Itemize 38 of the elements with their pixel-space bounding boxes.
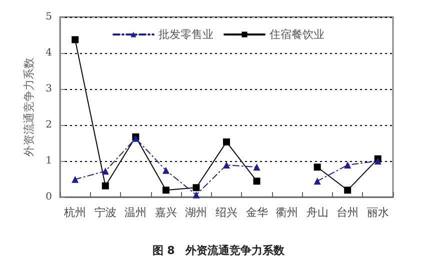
y-tick-label: 5 (46, 12, 52, 22)
point (223, 161, 230, 168)
x-tick-label: 湖州 (185, 206, 208, 219)
point (102, 168, 109, 175)
point (314, 164, 321, 171)
x-tick-label: 绍兴 (216, 206, 238, 219)
point (344, 186, 352, 194)
point (162, 166, 170, 174)
legend-label: 住宿餐饮业 (270, 28, 324, 41)
point (253, 178, 260, 185)
x-tick-label: 杭州 (63, 206, 86, 219)
point (344, 161, 352, 168)
y-tick-label: 0 (46, 192, 52, 202)
point (102, 182, 109, 190)
y-axis-title: 外资流通竞争力系数 (22, 58, 36, 156)
x-tick-label: 嘉兴 (154, 206, 177, 219)
point (253, 164, 260, 171)
point (162, 186, 170, 194)
point (72, 36, 79, 44)
y-tick-label: 3 (46, 84, 52, 94)
text: 图 8 外资流通竞争力系数 (152, 244, 286, 257)
point (374, 158, 382, 164)
x-tick-label: 衢州 (276, 206, 298, 219)
x-tick-label: 金华 (246, 206, 268, 219)
point (223, 138, 230, 146)
point (192, 184, 200, 192)
x-tick-label: 宁波 (94, 206, 116, 219)
y-tick-label: 2 (46, 120, 52, 130)
point (314, 178, 321, 185)
y-tick-label: 4 (46, 48, 52, 58)
x-tick-label: 丽水 (366, 206, 389, 219)
y-tick-label: 1 (46, 156, 52, 166)
point (192, 191, 200, 198)
x-tick-label: 台州 (336, 206, 359, 219)
legend-label: 批发零售业 (158, 28, 214, 41)
point (72, 176, 79, 183)
x-tick-label: 舟山 (306, 206, 328, 219)
x-tick-label: 温州 (124, 206, 147, 219)
